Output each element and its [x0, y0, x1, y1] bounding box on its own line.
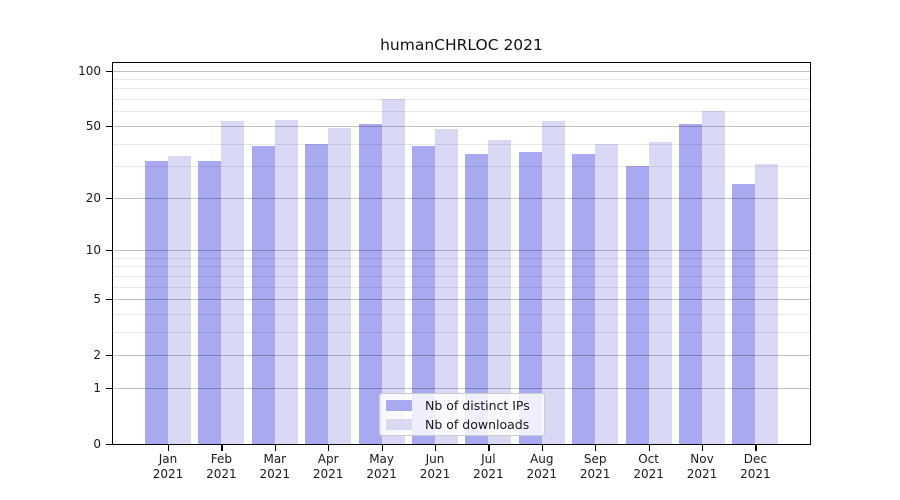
gridline-y-2 — [113, 355, 810, 357]
gridline-y-5 — [113, 299, 810, 301]
x-tick-jan — [168, 445, 170, 451]
bar-distinct-ips-feb — [198, 161, 222, 444]
gridline-y-100 — [113, 70, 810, 72]
gridline-y-70 — [113, 99, 810, 101]
x-tick-label-jul: Jul 2021 — [473, 452, 504, 481]
x-tick-jul — [488, 445, 490, 451]
bar-distinct-ips-dec — [732, 183, 756, 444]
x-tick-label-jan: Jan 2021 — [152, 452, 184, 481]
y-tick-label-10: 10 — [85, 243, 101, 257]
gridline-y-4 — [113, 313, 810, 315]
y-tick-1 — [106, 387, 113, 390]
bar-downloads-jun — [435, 129, 458, 444]
bar-downloads-feb — [221, 121, 245, 444]
bar-distinct-ips-apr — [305, 143, 329, 444]
x-tick-label-sep: Sep 2021 — [579, 452, 611, 481]
x-tick-nov — [702, 445, 704, 451]
legend-swatch-distinct-ips — [386, 399, 412, 411]
gridline-y-80 — [113, 88, 810, 90]
x-tick-oct — [648, 445, 650, 451]
gridline-y-30 — [113, 166, 810, 168]
gridline-y-3 — [113, 331, 810, 333]
legend: Nb of distinct IPs Nb of downloads — [379, 393, 545, 436]
bar-distinct-ips-mar — [251, 145, 275, 444]
x-tick-may — [381, 445, 383, 451]
x-tick-label-nov: Nov 2021 — [686, 452, 718, 481]
bar-distinct-ips-sep — [572, 154, 596, 444]
y-tick-label-0: 0 — [93, 437, 101, 451]
gridline-y-20 — [113, 197, 810, 199]
y-tick-20 — [106, 197, 113, 199]
bar-downloads-dec — [755, 163, 779, 444]
y-tick-label-50: 50 — [85, 118, 101, 133]
bar-downloads-aug — [541, 121, 565, 444]
bar-downloads-apr — [328, 127, 352, 444]
chart-title: humanCHRLOC 2021 — [380, 36, 543, 54]
x-tick-label-jun: Jun 2021 — [419, 452, 451, 481]
y-tick-100 — [106, 70, 113, 72]
x-tick-dec — [755, 445, 757, 451]
y-tick-50 — [106, 125, 113, 128]
gridline-y-40 — [113, 143, 810, 145]
x-tick-jun — [435, 445, 437, 451]
bar-distinct-ips-jul — [465, 154, 489, 444]
gridline-y-90 — [113, 79, 810, 81]
gridline-y-7 — [113, 275, 810, 277]
bar-downloads-sep — [595, 143, 619, 444]
y-tick-2 — [106, 355, 113, 357]
x-tick-label-aug: Aug 2021 — [526, 452, 558, 481]
x-tick-label-feb: Feb 2021 — [206, 452, 237, 481]
y-tick-label-2: 2 — [93, 348, 101, 363]
legend-item-distinct-ips: Nb of distinct IPs — [386, 398, 544, 413]
x-tick-label-mar: Mar 2021 — [259, 452, 291, 481]
gridline-y-60 — [113, 111, 810, 113]
x-tick-apr — [328, 445, 330, 451]
gridline-y-1 — [113, 387, 810, 389]
y-tick-0 — [106, 444, 113, 446]
y-tick-10 — [106, 250, 113, 252]
bar-distinct-ips-oct — [625, 166, 649, 444]
legend-label-distinct-ips: Nb of distinct IPs — [425, 397, 530, 413]
bar-downloads-mar — [274, 119, 298, 444]
gridline-y-9 — [113, 257, 810, 259]
bar-downloads-may — [381, 99, 405, 444]
bar-downloads-jan — [168, 156, 191, 444]
x-tick-sep — [595, 445, 597, 451]
x-tick-aug — [541, 445, 543, 451]
bar-distinct-ips-aug — [518, 151, 542, 444]
bar-downloads-oct — [648, 141, 672, 444]
gridline-y-8 — [113, 266, 810, 268]
x-tick-label-dec: Dec 2021 — [740, 452, 771, 481]
bar-distinct-ips-nov — [679, 124, 702, 444]
y-tick-label-100: 100 — [78, 63, 101, 78]
legend-item-downloads: Nb of downloads — [386, 417, 544, 432]
y-tick-label-1: 1 — [93, 380, 101, 395]
bar-distinct-ips-jan — [145, 161, 168, 444]
legend-label-downloads: Nb of downloads — [425, 416, 530, 432]
gridline-y-6 — [113, 286, 810, 288]
x-tick-label-apr: Apr 2021 — [312, 452, 344, 481]
x-tick-label-may: May 2021 — [366, 452, 397, 481]
bar-distinct-ips-jun — [412, 145, 435, 444]
x-tick-label-oct: Oct 2021 — [633, 452, 664, 481]
legend-swatch-downloads — [386, 418, 412, 430]
x-tick-mar — [274, 445, 276, 451]
gridline-y-10 — [113, 250, 810, 251]
y-tick-5 — [106, 299, 113, 301]
gridline-y-50 — [113, 125, 810, 127]
x-tick-feb — [221, 445, 223, 451]
bar-downloads-nov — [702, 111, 725, 444]
y-tick-label-20: 20 — [85, 190, 101, 205]
bar-distinct-ips-may — [358, 124, 382, 444]
bar-downloads-jul — [488, 139, 512, 444]
y-tick-label-5: 5 — [93, 292, 101, 307]
